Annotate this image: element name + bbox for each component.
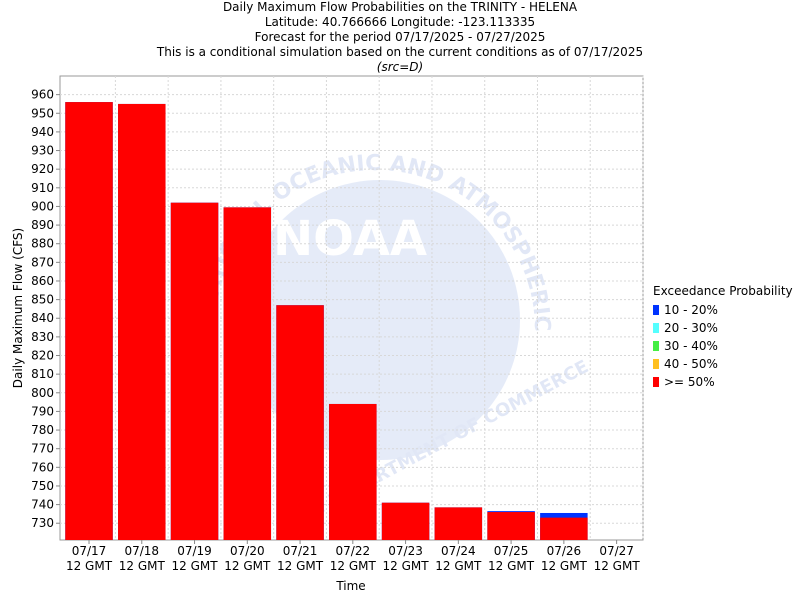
x-tick-sublabel: 12 GMT bbox=[171, 559, 218, 573]
bar bbox=[329, 403, 377, 540]
legend: Exceedance Probability 10 - 20% 20 - 30% 3… bbox=[653, 284, 793, 391]
y-tick-label: 840 bbox=[31, 311, 54, 325]
bar bbox=[118, 103, 166, 540]
x-tick-label: 07/23 bbox=[388, 544, 423, 558]
y-tick-label: 800 bbox=[31, 386, 54, 400]
x-tick-sublabel: 12 GMT bbox=[277, 559, 324, 573]
bar bbox=[540, 517, 588, 540]
bar bbox=[170, 202, 219, 541]
legend-label: 40 - 50% bbox=[664, 357, 718, 371]
x-tick-sublabel: 12 GMT bbox=[488, 559, 535, 573]
bar bbox=[381, 502, 430, 540]
y-tick-label: 780 bbox=[31, 423, 54, 437]
y-tick-label: 850 bbox=[31, 293, 54, 307]
x-tick-sublabel: 12 GMT bbox=[224, 559, 271, 573]
bar bbox=[276, 305, 324, 540]
y-tick-label: 820 bbox=[31, 349, 54, 363]
y-tick-label: 790 bbox=[31, 404, 54, 418]
y-tick-label: 810 bbox=[31, 367, 54, 381]
x-tick-label: 07/19 bbox=[177, 544, 212, 558]
y-tick-label: 760 bbox=[31, 460, 54, 474]
legend-label: 30 - 40% bbox=[664, 339, 718, 353]
y-tick-label: 860 bbox=[31, 274, 54, 288]
x-tick-sublabel: 12 GMT bbox=[594, 559, 641, 573]
legend-item: 10 - 20% bbox=[653, 301, 793, 319]
y-tick-label: 830 bbox=[31, 330, 54, 344]
legend-swatch bbox=[653, 341, 659, 351]
x-axis-label: Time bbox=[335, 579, 365, 593]
y-tick-label: 940 bbox=[31, 125, 54, 139]
x-tick-label: 07/27 bbox=[599, 544, 634, 558]
legend-item: 40 - 50% bbox=[653, 355, 793, 373]
chart-source: (src=D) bbox=[376, 60, 424, 74]
y-tick-label: 950 bbox=[31, 106, 54, 120]
y-axis-label: Daily Maximum Flow (CFS) bbox=[11, 228, 25, 388]
legend-label: >= 50% bbox=[664, 375, 715, 389]
y-axis: 730 740 750 760 770 780 790 800 810 820 830 840 850 8… bbox=[31, 88, 60, 530]
x-tick-label: 07/21 bbox=[283, 544, 318, 558]
legend-items: 10 - 20% 20 - 30% 30 - 40% 40 - 50% >= 50% bbox=[653, 301, 793, 391]
chart-title-block: Daily Maximum Flow Probabilities on the … bbox=[0, 0, 800, 75]
x-tick-sublabel: 12 GMT bbox=[541, 559, 588, 573]
chart-period: Forecast for the period 07/17/2025 - 07/… bbox=[254, 30, 546, 44]
x-tick-sublabel: 12 GMT bbox=[66, 559, 113, 573]
x-tick-sublabel: 12 GMT bbox=[330, 559, 377, 573]
chart-location: Latitude: 40.766666 Longitude: -123.1133… bbox=[264, 15, 536, 29]
legend-item: >= 50% bbox=[653, 373, 793, 391]
x-tick-label: 07/22 bbox=[336, 544, 371, 558]
legend-swatch bbox=[653, 305, 659, 315]
bar bbox=[65, 102, 113, 541]
x-tick-label: 07/18 bbox=[124, 544, 159, 558]
y-tick-label: 730 bbox=[31, 516, 54, 530]
legend-item: 20 - 30% bbox=[653, 319, 793, 337]
x-tick-label: 07/25 bbox=[494, 544, 529, 558]
y-tick-label: 910 bbox=[31, 181, 54, 195]
x-tick-sublabel: 12 GMT bbox=[435, 559, 482, 573]
x-tick-label: 07/20 bbox=[230, 544, 265, 558]
y-tick-label: 750 bbox=[31, 479, 54, 493]
legend-item: 30 - 40% bbox=[653, 337, 793, 355]
y-tick-label: 960 bbox=[31, 88, 54, 102]
watermark-noaa-text: NOAA bbox=[273, 211, 427, 267]
y-tick-label: 870 bbox=[31, 255, 54, 269]
legend-swatch bbox=[653, 323, 659, 333]
x-tick-sublabel: 12 GMT bbox=[383, 559, 430, 573]
y-tick-label: 930 bbox=[31, 144, 54, 158]
legend-label: 10 - 20% bbox=[664, 303, 718, 317]
chart-title: Daily Maximum Flow Probabilities on the … bbox=[222, 0, 578, 14]
bar bbox=[223, 207, 272, 541]
x-tick-label: 07/24 bbox=[441, 544, 476, 558]
legend-swatch bbox=[653, 359, 659, 369]
legend-swatch bbox=[653, 377, 659, 387]
legend-label: 20 - 30% bbox=[664, 321, 718, 335]
y-tick-label: 880 bbox=[31, 237, 54, 251]
x-tick-label: 07/26 bbox=[547, 544, 582, 558]
y-tick-label: 770 bbox=[31, 442, 54, 456]
x-tick-sublabel: 12 GMT bbox=[119, 559, 166, 573]
y-tick-label: 920 bbox=[31, 162, 54, 176]
bar bbox=[487, 512, 535, 540]
bar bbox=[434, 507, 483, 540]
y-tick-label: 740 bbox=[31, 498, 54, 512]
y-tick-label: 890 bbox=[31, 218, 54, 232]
x-tick-label: 07/17 bbox=[72, 544, 107, 558]
chart-subtitle: This is a conditional simulation based o… bbox=[156, 45, 644, 59]
bar-series bbox=[65, 102, 588, 541]
y-tick-label: 900 bbox=[31, 199, 54, 213]
legend-title: Exceedance Probability bbox=[653, 284, 793, 298]
